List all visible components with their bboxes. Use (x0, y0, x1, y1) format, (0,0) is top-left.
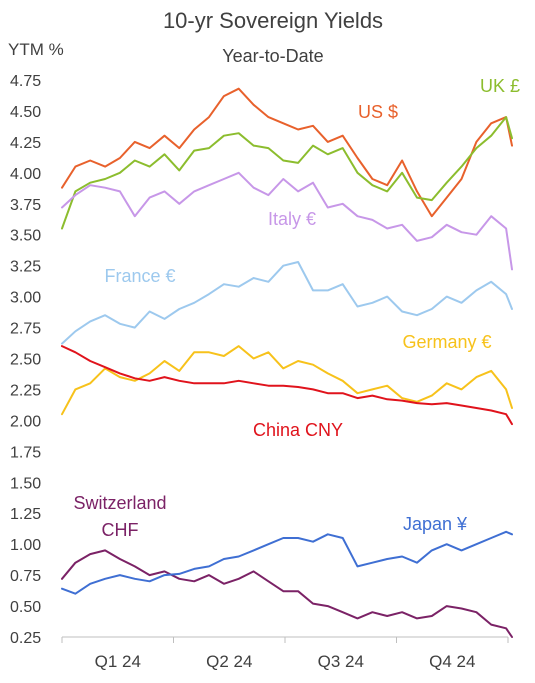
series-label: China CNY (253, 420, 343, 440)
series-line-italy (61, 171, 513, 271)
series-label: France € (104, 266, 175, 286)
chart-subtitle: Year-to-Date (222, 46, 323, 66)
series-label: US $ (358, 102, 398, 122)
y-tick-label: 1.00 (10, 537, 41, 554)
series-label: Switzerland (73, 493, 166, 513)
x-tick-label: Q3 24 (318, 652, 364, 671)
series-line-china-cny (61, 345, 513, 426)
y-tick-label: 0.75 (10, 568, 41, 585)
series-line-japan (61, 530, 513, 595)
series-line-uk (61, 116, 513, 230)
series-label: UK £ (480, 76, 520, 96)
series-line-switzerland-chf (61, 549, 513, 638)
y-tick-label: 3.75 (10, 197, 41, 214)
y-tick-label: 2.25 (10, 382, 41, 399)
x-tick-label: Q1 24 (95, 652, 141, 671)
y-tick-label: 2.00 (10, 413, 41, 430)
y-tick-label: 4.75 (10, 73, 41, 90)
y-tick-label: 3.00 (10, 290, 41, 307)
series-line-us (61, 87, 513, 218)
series-label: Germany € (402, 332, 491, 352)
y-tick-label: 4.00 (10, 166, 41, 183)
x-tick-label: Q4 24 (429, 652, 475, 671)
series-label: Japan ¥ (403, 514, 468, 534)
series-line-france (61, 261, 513, 345)
y-tick-label: 1.75 (10, 444, 41, 461)
y-tick-label: 0.25 (10, 630, 41, 647)
y-tick-label: 0.50 (10, 599, 41, 616)
y-axis: 4.75 4.50 4.25 4.00 3.75 3.50 3.25 3.00 2.75 2.50… (10, 73, 41, 647)
x-tick-label: Q2 24 (206, 652, 252, 671)
series-label: Italy € (268, 209, 316, 229)
y-tick-label: 2.50 (10, 352, 41, 369)
y-tick-label: 3.50 (10, 228, 41, 245)
series-label: CHF (102, 520, 139, 540)
series-labels: US $ UK £ Italy € France € Germany € China CN… (73, 76, 520, 540)
y-tick-label: 3.25 (10, 259, 41, 276)
y-tick-label: 4.25 (10, 135, 41, 152)
x-axis: Q1 24 Q2 24 Q3 24 Q4 24 (61, 636, 509, 671)
series-lines (61, 87, 513, 638)
chart-title: 10-yr Sovereign Yields (163, 8, 383, 33)
y-tick-label: 1.50 (10, 475, 41, 492)
y-axis-label: YTM % (8, 40, 64, 59)
y-tick-label: 4.50 (10, 104, 41, 121)
y-tick-label: 2.75 (10, 321, 41, 338)
y-tick-label: 1.25 (10, 506, 41, 523)
